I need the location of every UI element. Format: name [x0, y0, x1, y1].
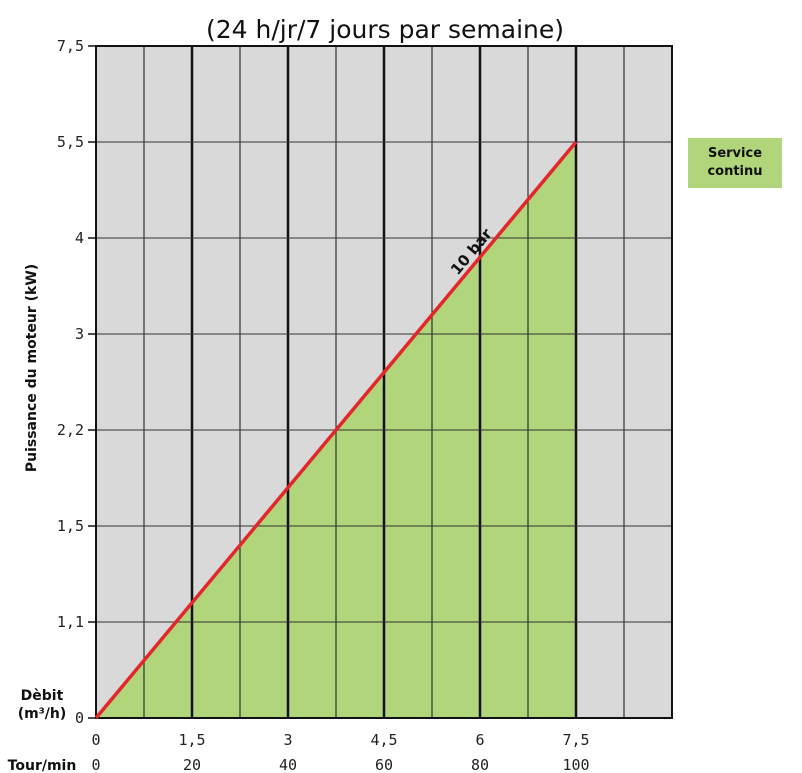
x-tick-label: 7,5 [562, 731, 589, 749]
x-tick-label: 4,5 [370, 731, 397, 749]
x-axis-ticks: 0 1,5 3 4,5 6 7,5 Dèbit (m³/h) 0 20 40 60 80 100 Tour/… [8, 688, 590, 773]
y-tick-label: 4 [75, 229, 84, 247]
y-tick-label: 0 [75, 709, 84, 727]
x-row-label: Tour/min [8, 758, 77, 773]
x-tick-label: 20 [183, 756, 201, 773]
y-tick-label: 7,5 [57, 37, 84, 55]
y-axis-label: Puissance du moteur (kW) [24, 264, 40, 472]
x-row-label: Dèbit [21, 688, 64, 704]
legend-label: Service continu [707, 146, 763, 179]
grid-lines [96, 46, 672, 718]
y-tick-label: 3 [75, 325, 84, 343]
y-tick-label: 1,5 [57, 517, 84, 535]
x-tick-label: 0 [91, 731, 100, 749]
x-tick-label: 0 [91, 756, 100, 773]
legend-continuous-service: Service continu [688, 138, 782, 188]
x-tick-label: 60 [375, 756, 393, 773]
x-tick-label: 80 [471, 756, 489, 773]
x-tick-label: 6 [475, 731, 484, 749]
series-line-10-bar [94, 140, 578, 720]
x-tick-label: 100 [562, 756, 589, 773]
plot-border [95, 45, 673, 719]
x-tick-label: 40 [279, 756, 297, 773]
y-tick-label: 5,5 [57, 133, 84, 151]
y-tick-label: 2,2 [57, 421, 84, 439]
y-tick-label: 1,1 [57, 613, 84, 631]
x-tick-label: 3 [283, 731, 292, 749]
x-tick-label: 1,5 [178, 731, 205, 749]
x-row-label: (m³/h) [18, 706, 67, 722]
chart-title: (24 h/jr/7 jours par semaine) [206, 15, 564, 44]
y-axis-ticks: 0 1,1 1,5 2,2 3 4 5,5 7,5 [57, 37, 96, 727]
